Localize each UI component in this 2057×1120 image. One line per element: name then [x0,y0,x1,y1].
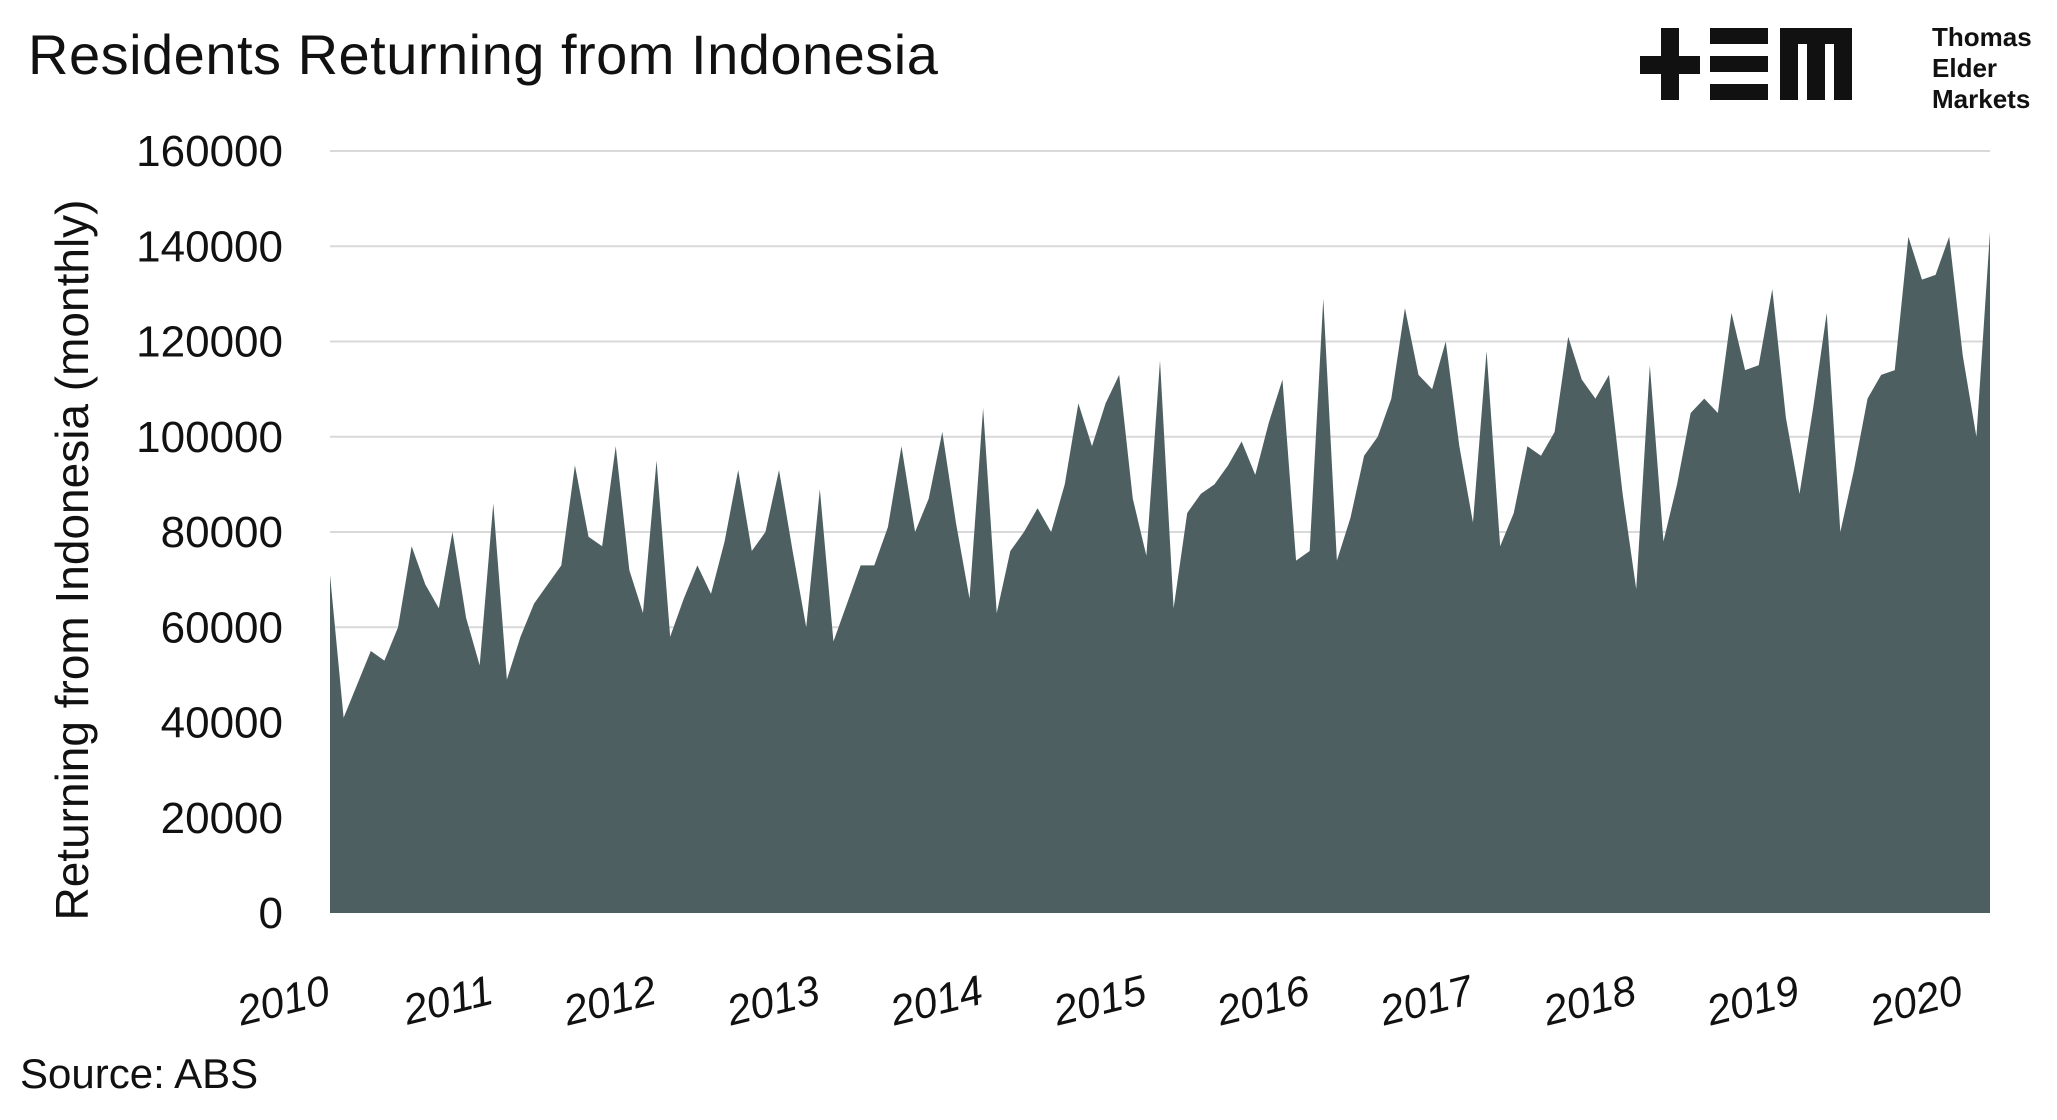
x-tick-label: 2019 [1701,966,1804,1034]
logo-line-3: Markets [1932,84,2031,114]
x-tick-label: 2015 [1048,966,1152,1035]
y-tick-label: 80000 [161,508,283,557]
y-tick-label: 60000 [161,603,283,652]
y-tick-label: 100000 [136,413,283,462]
y-tick-label: 140000 [136,222,283,271]
area-series [330,231,1990,913]
y-axis-ticks: 0 20000 40000 60000 80000 100000 120000 140000 1… [136,127,283,938]
area-series-fill [330,231,1990,913]
logo-line-1: Thomas [1932,22,2032,52]
x-axis-ticks: 2010 2011 2012 2013 2014 2015 2016 2017 2018 2019… [231,966,1967,1035]
source-note: Source: ABS [20,1050,259,1097]
logo-text: Thomas Elder Markets [1932,22,2032,115]
x-tick-label: 2013 [721,966,824,1034]
chart-title: Residents Returning from Indonesia [28,23,939,86]
x-tick-label: 2017 [1374,966,1479,1035]
x-tick-label: 2010 [231,966,335,1035]
x-tick-label: 2014 [884,966,987,1034]
y-tick-label: 40000 [161,699,283,748]
x-tick-label: 2016 [1211,966,1315,1035]
logo-line-2: Elder [1932,53,1998,83]
x-tick-label: 2020 [1864,966,1968,1035]
y-axis-label: Returning from Indonesia (monthly) [46,200,98,921]
y-tick-label: 0 [259,889,283,938]
y-tick-label: 20000 [161,794,283,843]
tem-logo-mark [1640,28,1852,100]
x-tick-label: 2018 [1537,966,1641,1035]
company-logo: Thomas Elder Markets [1640,20,2050,120]
y-tick-label: 160000 [136,127,283,176]
x-tick-label: 2012 [558,966,661,1034]
x-tick-label: 2011 [397,966,497,1034]
y-tick-label: 120000 [136,318,283,367]
